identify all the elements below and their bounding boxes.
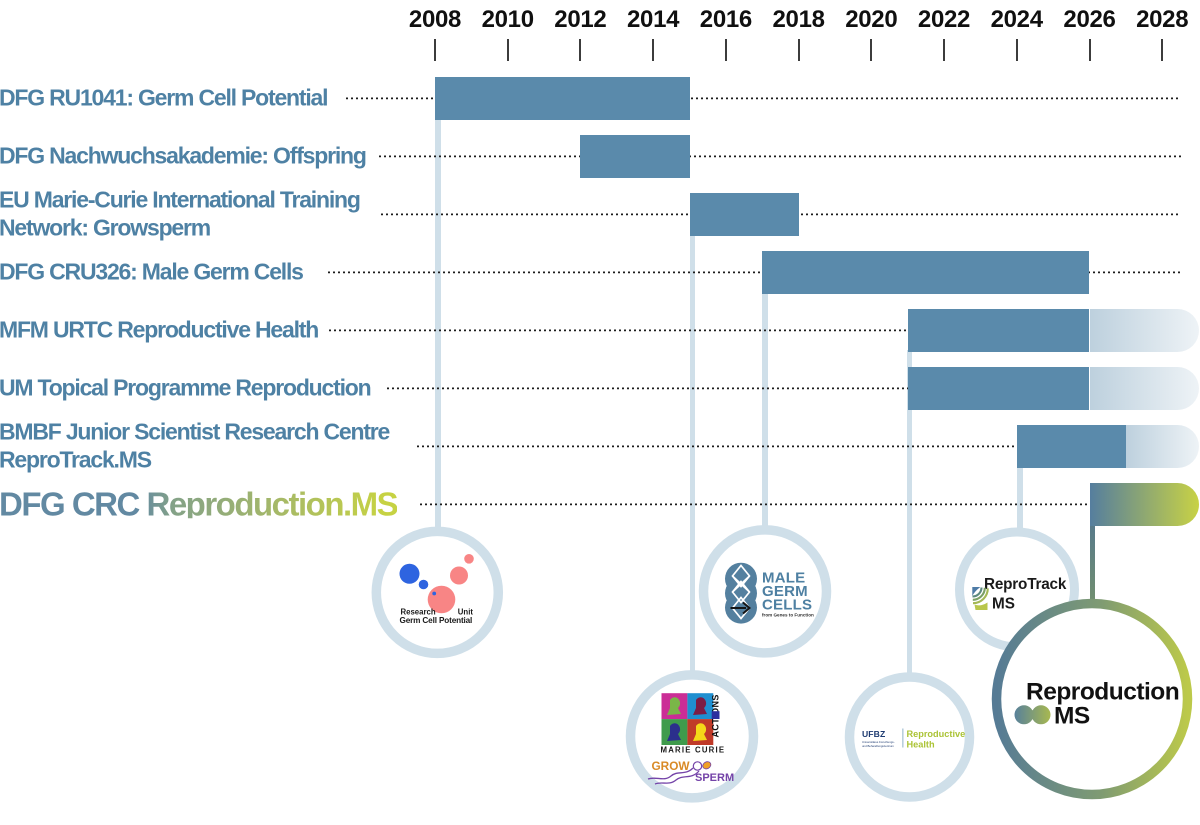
svg-text:GERM: GERM <box>762 583 808 600</box>
svg-text:ReproTrack: ReproTrack <box>984 576 1067 593</box>
svg-text:Reproductive: Reproductive <box>907 729 966 739</box>
svg-text:MALE: MALE <box>762 570 805 587</box>
svg-text:UFBZ: UFBZ <box>862 729 885 739</box>
svg-text:MS: MS <box>1054 703 1090 730</box>
svg-text:Health: Health <box>907 739 935 749</box>
svg-text:Universitäres Forschungs-: Universitäres Forschungs- <box>862 740 895 744</box>
svg-text:Germ Cell Potential: Germ Cell Potential <box>400 616 473 625</box>
svg-text:from Genes to Function: from Genes to Function <box>762 613 814 618</box>
svg-text:GROW: GROW <box>652 759 691 773</box>
svg-text:Reproduction: Reproduction <box>1026 679 1179 706</box>
svg-text:Unit: Unit <box>458 607 474 616</box>
svg-text:CELLS: CELLS <box>762 597 812 614</box>
svg-text:Research: Research <box>401 607 436 616</box>
svg-text:und Behandlungszentrum: und Behandlungszentrum <box>862 744 895 748</box>
svg-text:SPERM: SPERM <box>695 772 734 784</box>
svg-text:MS: MS <box>992 596 1015 613</box>
svg-text:MARIE CURIE: MARIE CURIE <box>661 745 726 754</box>
